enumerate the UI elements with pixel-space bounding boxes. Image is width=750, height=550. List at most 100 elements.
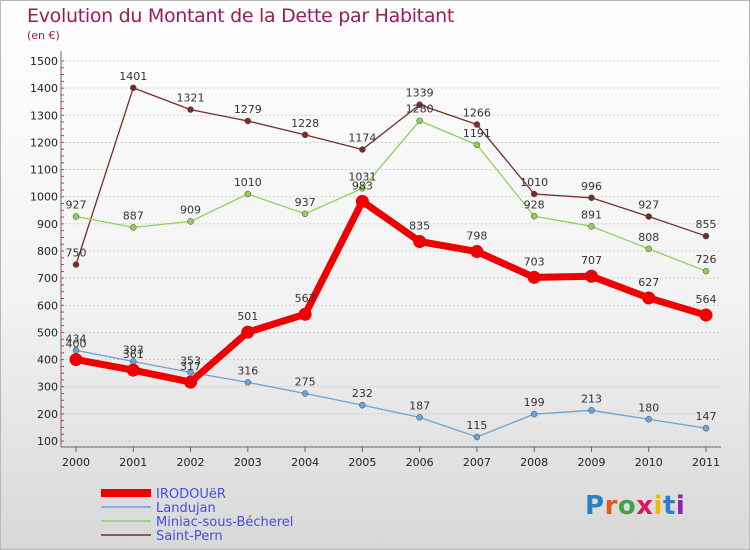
y-tick-label: 1200 [30, 136, 58, 149]
data-label-saint-pern: 1401 [119, 70, 147, 83]
data-point-miniac-sous-b-cherel [530, 213, 538, 220]
data-label-miniac-sous-b-cherel: 1191 [463, 127, 491, 140]
data-point-irodou-r [470, 245, 484, 259]
data-label-landujan: 353 [180, 354, 201, 367]
data-point-landujan [187, 369, 194, 376]
legend-label: IRODOUëR [156, 487, 226, 502]
data-label-landujan: 180 [638, 401, 659, 414]
data-label-irodou-r: 707 [581, 254, 602, 267]
data-label-saint-pern: 1010 [520, 176, 548, 189]
data-label-miniac-sous-b-cherel: 909 [180, 203, 201, 216]
data-point-miniac-sous-b-cherel [72, 213, 80, 220]
data-label-irodou-r: 361 [123, 348, 144, 361]
data-point-miniac-sous-b-cherel [244, 190, 252, 198]
data-point-miniac-sous-b-cherel [588, 223, 595, 230]
x-tick-label: 2000 [62, 456, 90, 469]
data-point-irodou-r [126, 363, 140, 377]
logo-letter: i [653, 491, 663, 521]
data-point-landujan [702, 424, 710, 432]
y-tick-label: 100 [37, 435, 58, 448]
y-tick-label: 1500 [30, 55, 58, 68]
data-label-miniac-sous-b-cherel: 1280 [406, 103, 434, 116]
y-tick-label: 800 [37, 245, 58, 258]
data-point-saint-pern [244, 117, 252, 125]
data-label-irodou-r: 798 [466, 230, 487, 243]
data-label-saint-pern: 750 [66, 247, 87, 260]
data-point-landujan [301, 390, 309, 397]
data-point-landujan [244, 379, 252, 386]
logo-letter: r [604, 491, 618, 521]
series-line-irodou-r [72, 197, 710, 386]
legend-label: Saint-Pern [156, 529, 223, 544]
x-tick-label: 2006 [406, 456, 434, 469]
data-point-irodou-r [355, 194, 369, 208]
data-point-saint-pern [473, 121, 481, 128]
data-point-irodou-r [184, 375, 198, 389]
data-point-irodou-r [298, 307, 312, 321]
data-point-irodou-r [241, 325, 255, 339]
data-point-saint-pern [645, 213, 652, 220]
data-point-landujan [530, 410, 538, 418]
x-tick-label: 2010 [635, 456, 663, 469]
data-point-saint-pern [72, 261, 80, 268]
data-point-miniac-sous-b-cherel [702, 267, 710, 275]
data-point-saint-pern [359, 146, 366, 153]
x-tick-label: 2007 [463, 456, 491, 469]
x-tick-label: 2005 [348, 456, 376, 469]
data-label-saint-pern: 1321 [177, 92, 205, 105]
data-point-irodou-r [584, 269, 598, 283]
series-line-landujan [75, 349, 707, 438]
data-label-landujan: 275 [295, 376, 316, 389]
data-point-miniac-sous-b-cherel [187, 218, 194, 225]
unit-label: (en €) [27, 29, 60, 42]
data-label-saint-pern: 1174 [348, 131, 376, 144]
y-tick-label: 400 [37, 354, 58, 367]
legend-label: Landujan [156, 501, 216, 516]
data-label-saint-pern: 927 [638, 199, 659, 212]
data-point-saint-pern [588, 194, 595, 202]
data-point-miniac-sous-b-cherel [359, 185, 366, 192]
data-label-landujan: 316 [237, 364, 258, 377]
data-label-miniac-sous-b-cherel: 726 [696, 253, 717, 266]
data-point-landujan [473, 433, 481, 441]
y-tick-label: 500 [37, 326, 58, 339]
logo-letter: i [675, 491, 686, 521]
data-label-saint-pern: 1228 [291, 117, 319, 130]
data-label-landujan: 187 [409, 399, 430, 412]
data-label-landujan: 115 [466, 419, 487, 432]
data-label-landujan: 434 [66, 332, 87, 345]
data-label-irodou-r: 564 [696, 293, 717, 306]
data-point-miniac-sous-b-cherel [416, 117, 423, 124]
data-point-saint-pern [130, 84, 137, 92]
data-label-saint-pern: 855 [696, 218, 717, 231]
data-point-landujan [416, 414, 423, 421]
data-point-landujan [359, 401, 366, 409]
data-label-miniac-sous-b-cherel: 891 [581, 208, 602, 221]
data-label-landujan: 147 [696, 410, 717, 423]
data-point-saint-pern [416, 101, 423, 108]
data-label-miniac-sous-b-cherel: 928 [524, 198, 545, 211]
data-label-landujan: 232 [352, 387, 373, 400]
y-tick-label: 1000 [30, 191, 58, 204]
data-label-saint-pern: 1266 [463, 107, 491, 120]
y-tick-label: 700 [37, 272, 58, 285]
data-label-irodou-r: 317 [180, 360, 201, 373]
data-label-landujan: 213 [581, 392, 602, 405]
logo-letter: t [662, 491, 676, 521]
x-tick-label: 2009 [577, 456, 605, 469]
y-tick-label: 900 [37, 218, 58, 231]
data-label-miniac-sous-b-cherel: 808 [638, 231, 659, 244]
chart-title: Evolution du Montant de la Dette par Hab… [27, 5, 455, 27]
data-point-saint-pern [530, 190, 538, 198]
y-tick-label: 600 [37, 299, 58, 312]
x-tick-label: 2003 [234, 456, 262, 469]
data-point-irodou-r [413, 235, 427, 248]
data-label-irodou-r: 501 [237, 310, 258, 323]
data-point-irodou-r [69, 353, 83, 367]
y-tick-label: 1100 [30, 164, 58, 177]
data-point-saint-pern [702, 232, 710, 240]
x-tick-label: 2002 [177, 456, 205, 469]
data-point-miniac-sous-b-cherel [301, 210, 309, 218]
data-label-saint-pern: 1339 [406, 87, 434, 100]
